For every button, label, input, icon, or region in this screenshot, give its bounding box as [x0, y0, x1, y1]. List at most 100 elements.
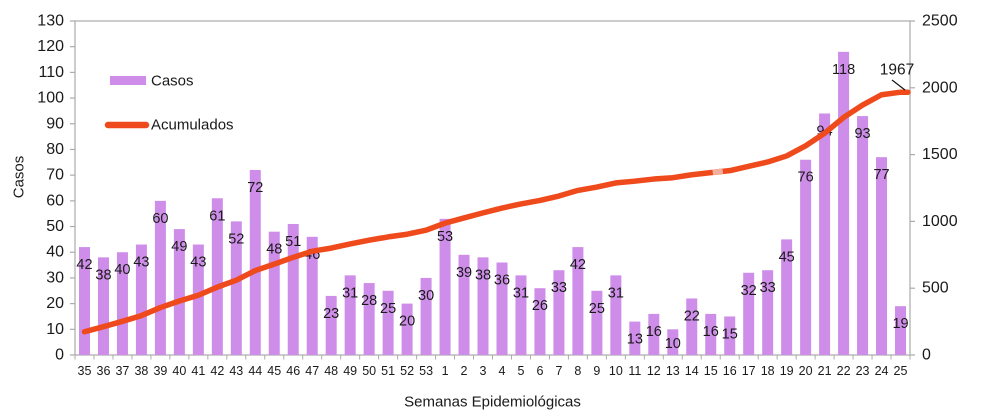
x-tick-label-22: 22 — [837, 364, 851, 378]
y-right-tick-label: 1500 — [922, 146, 958, 163]
x-tick-label-13: 13 — [666, 364, 680, 378]
y-left-tick-label: 110 — [38, 64, 64, 81]
bar-week-44 — [249, 170, 261, 355]
x-tick-label-10: 10 — [609, 364, 623, 378]
y-left-tick-label: 60 — [46, 192, 64, 209]
bar-label-week-14: 22 — [684, 308, 700, 324]
legend-swatch-casos — [110, 76, 146, 85]
y-right-tick-label: 500 — [922, 280, 949, 297]
bar-week-46 — [287, 223, 299, 355]
bar-label-week-8: 42 — [570, 257, 586, 273]
y-left-tick-label: 120 — [37, 38, 64, 55]
y-left-tick-label: 130 — [37, 13, 64, 30]
y-right-tick-label: 2500 — [922, 13, 958, 30]
y-right-tick-label: 0 — [922, 347, 931, 364]
bar-week-35 — [78, 247, 90, 355]
bar-week-49 — [344, 275, 356, 355]
bar-week-50 — [363, 283, 375, 355]
x-tick-label-40: 40 — [172, 364, 186, 378]
bar-label-week-2: 39 — [456, 265, 472, 281]
bar-week-38 — [135, 244, 147, 355]
bar-week-25 — [895, 306, 907, 355]
x-tick-label-2: 2 — [461, 364, 468, 378]
x-tick-label-48: 48 — [324, 364, 338, 378]
x-tick-label-38: 38 — [134, 364, 148, 378]
bar-label-week-37: 40 — [114, 262, 130, 278]
x-tick-label-3: 3 — [480, 364, 487, 378]
bar-week-22 — [838, 51, 850, 355]
x-tick-label-24: 24 — [875, 364, 889, 378]
x-tick-label-39: 39 — [153, 364, 167, 378]
bar-week-7 — [553, 270, 565, 355]
x-tick-label-1: 1 — [442, 364, 449, 378]
bar-week-43 — [230, 221, 242, 355]
bar-label-week-6: 26 — [532, 298, 548, 314]
bar-week-39 — [154, 200, 166, 355]
x-tick-label-17: 17 — [742, 364, 756, 378]
bar-label-week-49: 31 — [342, 285, 358, 301]
bar-label-week-51: 25 — [380, 301, 396, 317]
x-tick-label-45: 45 — [267, 364, 281, 378]
acumulados-line — [81, 89, 911, 335]
x-tick-label-46: 46 — [286, 364, 300, 378]
bar-label-week-45: 48 — [266, 242, 282, 258]
bar-label-week-42: 61 — [209, 208, 225, 224]
bar-label-week-48: 23 — [323, 306, 339, 322]
x-tick-label-19: 19 — [780, 364, 794, 378]
y-right-tick-label: 1000 — [922, 213, 958, 230]
bar-week-36 — [97, 257, 109, 355]
bar-week-4 — [496, 262, 508, 355]
x-tick-label-4: 4 — [499, 364, 506, 378]
bar-label-week-23: 93 — [854, 126, 870, 142]
y-left-tick-label: 70 — [46, 167, 64, 184]
x-tick-label-7: 7 — [555, 364, 562, 378]
bar-week-24 — [876, 157, 888, 355]
bar-week-20 — [800, 159, 812, 355]
bar-label-week-17: 32 — [741, 283, 757, 299]
bar-label-week-22: 118 — [832, 62, 855, 78]
x-tick-label-12: 12 — [647, 364, 661, 378]
y-left-tick-label: 40 — [46, 244, 64, 261]
x-tick-label-42: 42 — [210, 364, 224, 378]
bar-week-13 — [667, 329, 679, 355]
line-faded-patch — [712, 168, 724, 176]
annotation-final-value: 1967 — [880, 62, 914, 79]
bar-label-week-18: 33 — [760, 280, 776, 296]
bar-week-18 — [762, 270, 774, 355]
x-tick-label-44: 44 — [248, 364, 262, 378]
bar-week-1 — [439, 218, 451, 355]
y-left-tick-label: 50 — [46, 218, 64, 235]
annotation-leader-line — [891, 79, 906, 91]
x-tick-label-43: 43 — [229, 364, 243, 378]
bar-label-week-36: 38 — [95, 267, 111, 283]
x-tick-label-15: 15 — [704, 364, 718, 378]
bar-label-week-15: 16 — [703, 324, 719, 340]
bar-week-48 — [325, 295, 337, 355]
x-tick-label-14: 14 — [685, 364, 699, 378]
bar-label-week-20: 76 — [798, 170, 814, 186]
x-tick-label-36: 36 — [97, 364, 111, 378]
bar-week-53 — [420, 277, 432, 355]
bar-label-week-9: 25 — [589, 301, 605, 317]
bar-week-10 — [610, 275, 622, 355]
bar-label-week-13: 10 — [665, 336, 681, 352]
bar-week-15 — [705, 313, 717, 355]
y-left-tick-label: 80 — [46, 141, 64, 158]
bar-label-week-35: 42 — [76, 257, 92, 273]
bar-label-week-7: 33 — [551, 280, 567, 296]
bar-week-42 — [211, 198, 223, 355]
y-left-tick-label: 20 — [46, 295, 64, 312]
x-tick-label-8: 8 — [574, 364, 581, 378]
bar-label-week-50: 28 — [361, 293, 377, 309]
bar-label-week-16: 15 — [722, 326, 738, 342]
bar-label-week-53: 30 — [418, 288, 434, 304]
x-tick-label-23: 23 — [856, 364, 870, 378]
x-tick-label-51: 51 — [381, 364, 395, 378]
bar-label-week-12: 16 — [646, 324, 662, 340]
legend — [104, 76, 150, 129]
x-tick-label-25: 25 — [894, 364, 908, 378]
y-left-tick-label: 90 — [46, 115, 64, 132]
y-left-tick-label: 30 — [46, 269, 64, 286]
bar-week-9 — [591, 290, 603, 355]
bar-week-5 — [515, 275, 527, 355]
